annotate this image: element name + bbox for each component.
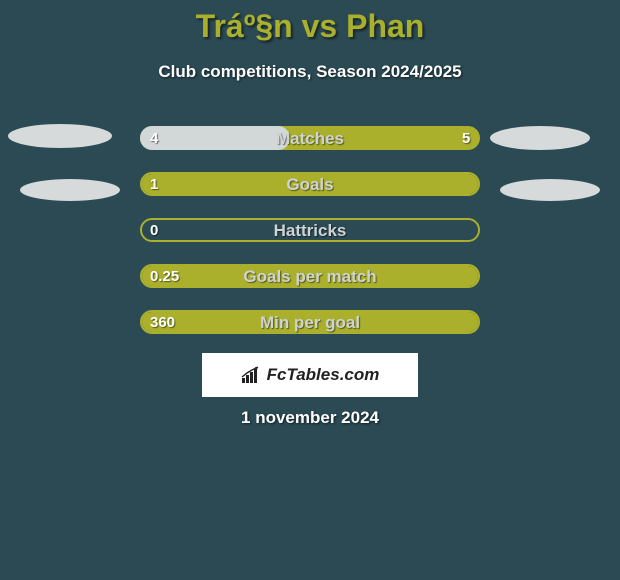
stat-row-hattricks <box>140 218 480 242</box>
stat-row-goals <box>140 172 480 196</box>
page-subtitle: Club competitions, Season 2024/2025 <box>0 62 620 82</box>
stat-row-gpm <box>140 264 480 288</box>
stat-left-value-matches: 4 <box>150 130 158 147</box>
brand-text: FcTables.com <box>267 365 380 385</box>
brand-box: FcTables.com <box>202 353 418 397</box>
comparison-card: Tráº§n vs Phan Club competitions, Season… <box>0 0 620 580</box>
stat-left-value-gpm: 0.25 <box>150 268 179 285</box>
chart-icon <box>241 366 263 384</box>
stat-fill-mpg <box>142 312 478 332</box>
ellipse-right_bot <box>500 179 600 201</box>
stat-row-mpg <box>140 310 480 334</box>
stat-fill-goals <box>142 174 478 194</box>
stat-fill-gpm <box>142 266 478 286</box>
ellipse-right_top <box>490 126 590 150</box>
ellipse-left_bot <box>20 179 120 201</box>
stat-left-value-mpg: 360 <box>150 314 175 331</box>
ellipse-left_top <box>8 124 112 148</box>
stat-row-matches <box>140 126 480 150</box>
stat-fill-matches <box>140 126 290 150</box>
page-title: Tráº§n vs Phan <box>0 8 620 45</box>
footer-date: 1 november 2024 <box>0 408 620 428</box>
stat-left-value-goals: 1 <box>150 176 158 193</box>
stat-left-value-hattricks: 0 <box>150 222 158 239</box>
stat-right-value-matches: 5 <box>462 130 470 147</box>
